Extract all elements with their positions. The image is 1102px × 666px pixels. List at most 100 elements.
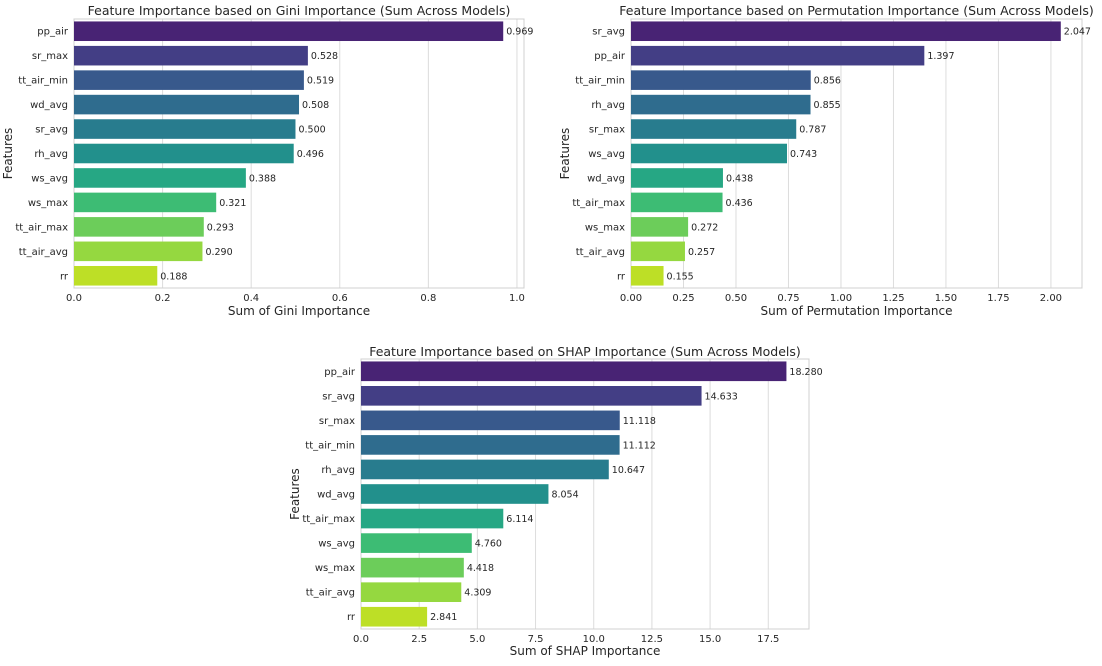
- chart-panel-1: pp_air 0.969 sr_max 0.528 tt_air_min 0.519 wd_…: [1, 3, 533, 318]
- data-label: 2.047: [1064, 27, 1091, 38]
- data-label: 6.114: [506, 514, 533, 525]
- bar-tt_air_min: [74, 70, 304, 90]
- bar-pp_air: [631, 45, 925, 66]
- bar-tt_air_max: [631, 192, 723, 213]
- data-label: 11.112: [623, 440, 656, 451]
- x-axis-label: Sum of SHAP Importance: [510, 644, 661, 658]
- bar-rh_avg: [631, 94, 811, 115]
- data-label: 0.293: [207, 222, 234, 233]
- chart-title: Feature Importance based on SHAP Importa…: [369, 344, 801, 359]
- y-tick-label: rh_avg: [591, 100, 625, 111]
- y-tick-label: ws_max: [585, 222, 625, 233]
- x-tick-label: 15.0: [699, 634, 721, 645]
- y-tick-label: tt_air_avg: [576, 247, 625, 258]
- data-label: 18.280: [789, 367, 822, 378]
- y-tick-label: tt_air_min: [575, 76, 625, 87]
- x-tick-label: 12.5: [641, 634, 663, 645]
- y-tick-label: rh_avg: [34, 149, 68, 160]
- data-label: 4.418: [467, 563, 494, 574]
- bar-tt_air_max: [74, 217, 204, 237]
- y-tick-label: tt_air_max: [302, 514, 355, 525]
- y-tick-label: sr_max: [32, 51, 68, 62]
- data-label: 4.760: [475, 539, 502, 550]
- bar-rh_avg: [74, 143, 294, 164]
- data-label: 14.633: [705, 391, 738, 402]
- y-axis-label: Features: [558, 128, 572, 180]
- x-tick-label: 0.00: [620, 293, 642, 304]
- x-tick-label: 7.5: [528, 634, 544, 645]
- chart-title: Feature Importance based on Permutation …: [619, 3, 1093, 18]
- y-tick-label: tt_air_min: [305, 440, 355, 451]
- data-label: 0.855: [814, 100, 841, 111]
- y-tick-label: sr_avg: [322, 391, 355, 402]
- bar-tt_air_max: [361, 508, 504, 529]
- y-tick-label: pp_air: [594, 51, 626, 62]
- x-tick-label: 1.50: [935, 293, 957, 304]
- y-tick-label: pp_air: [37, 27, 69, 38]
- x-tick-label: 17.5: [757, 634, 779, 645]
- data-label: 0.188: [160, 271, 187, 282]
- data-label: 11.118: [623, 416, 656, 427]
- data-label: 0.388: [249, 173, 276, 184]
- bar-ws_avg: [74, 168, 246, 188]
- bar-rr: [361, 606, 428, 627]
- data-label: 0.290: [205, 247, 232, 258]
- x-tick-label: 0.50: [725, 293, 747, 304]
- data-label: 0.787: [799, 125, 826, 136]
- data-label: 0.528: [311, 51, 338, 62]
- y-tick-label: tt_air_avg: [306, 588, 355, 599]
- data-label: 0.438: [726, 173, 753, 184]
- x-tick-label: 0.2: [155, 293, 171, 304]
- y-tick-label: wd_avg: [317, 490, 355, 501]
- y-tick-label: sr_avg: [35, 125, 68, 136]
- bar-sr_max: [74, 45, 308, 66]
- x-tick-label: 0.0: [66, 293, 82, 304]
- x-tick-label: 0.25: [672, 293, 694, 304]
- y-tick-label: tt_air_min: [18, 76, 68, 87]
- bar-sr_avg: [361, 386, 702, 406]
- x-tick-label: 0.8: [420, 293, 436, 304]
- data-label: 10.647: [612, 465, 645, 476]
- x-axis-label: Sum of Gini Importance: [228, 304, 370, 318]
- bar-tt_air_min: [631, 70, 811, 90]
- bar-wd_avg: [631, 168, 723, 188]
- bar-wd_avg: [74, 94, 300, 115]
- bar-pp_air: [74, 21, 504, 42]
- x-tick-label: 0.0: [353, 634, 369, 645]
- bar-ws_avg: [361, 533, 472, 553]
- data-label: 8.054: [551, 490, 578, 501]
- y-tick-label: sr_avg: [592, 27, 625, 38]
- data-label: 0.496: [297, 149, 324, 160]
- data-label: 0.969: [506, 27, 533, 38]
- bar-tt_air_avg: [631, 241, 685, 262]
- bar-rr: [631, 265, 664, 286]
- data-label: 0.743: [790, 149, 817, 160]
- data-label: 0.257: [688, 247, 715, 258]
- y-tick-label: tt_air_avg: [19, 247, 68, 258]
- chart-panel-2: sr_avg 2.047 pp_air 1.397 tt_air_min 0.856 rh_…: [558, 3, 1094, 318]
- x-tick-label: 1.25: [882, 293, 904, 304]
- y-tick-label: rr: [617, 271, 626, 282]
- x-tick-label: 5.0: [469, 634, 485, 645]
- y-tick-label: sr_max: [589, 125, 625, 136]
- x-tick-label: 0.4: [243, 293, 259, 304]
- y-tick-label: ws_avg: [31, 173, 68, 184]
- x-tick-label: 0.75: [777, 293, 799, 304]
- bar-ws_max: [631, 217, 689, 237]
- y-tick-label: wd_avg: [30, 100, 68, 111]
- chart-panel-3: pp_air 18.280 sr_avg 14.633 sr_max 11.118 tt_a…: [288, 344, 823, 658]
- y-tick-label: rh_avg: [321, 465, 355, 476]
- y-tick-label: tt_air_max: [572, 198, 625, 209]
- bar-ws_avg: [631, 143, 788, 164]
- y-tick-label: pp_air: [324, 367, 356, 378]
- x-tick-label: 10.0: [583, 634, 605, 645]
- data-label: 0.436: [726, 198, 753, 209]
- bar-pp_air: [361, 361, 787, 382]
- data-label: 0.519: [307, 76, 334, 87]
- bar-sr_max: [631, 119, 797, 139]
- x-tick-label: 2.00: [1040, 293, 1062, 304]
- bar-rh_avg: [361, 459, 609, 480]
- y-tick-label: wd_avg: [587, 173, 625, 184]
- y-tick-label: ws_max: [315, 563, 355, 574]
